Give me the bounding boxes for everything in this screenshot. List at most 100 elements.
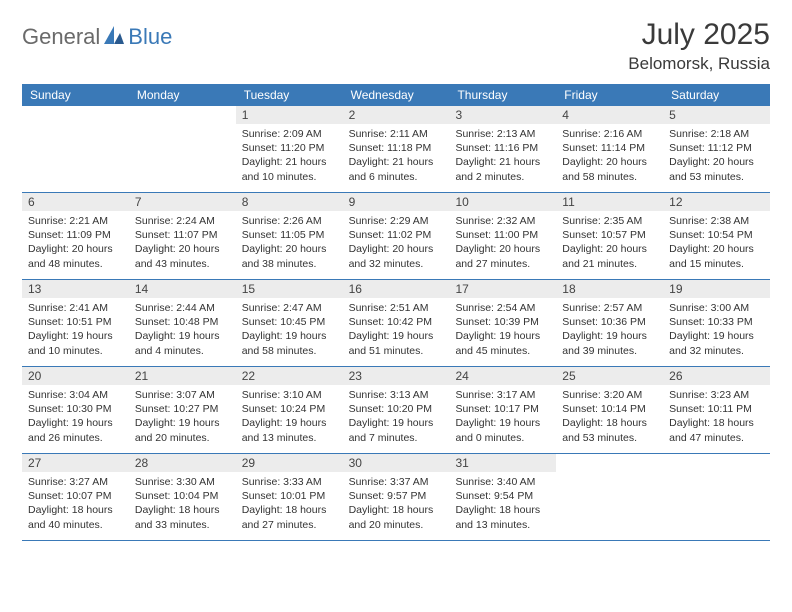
sunrise-text: Sunrise: 2:35 AM — [562, 214, 657, 228]
day-cell: 5Sunrise: 2:18 AMSunset: 11:12 PMDayligh… — [663, 106, 770, 192]
day-cell: 18Sunrise: 2:57 AMSunset: 10:36 PMDaylig… — [556, 280, 663, 366]
day-cell: 19Sunrise: 3:00 AMSunset: 10:33 PMDaylig… — [663, 280, 770, 366]
week-row: ..1Sunrise: 2:09 AMSunset: 11:20 PMDayli… — [22, 106, 770, 193]
weekday-header-row: Sunday Monday Tuesday Wednesday Thursday… — [22, 84, 770, 106]
day-cell: 1Sunrise: 2:09 AMSunset: 11:20 PMDayligh… — [236, 106, 343, 192]
day-number: 29 — [236, 454, 343, 472]
day-number: 13 — [22, 280, 129, 298]
day-content: Sunrise: 2:32 AMSunset: 11:00 PMDaylight… — [449, 211, 556, 275]
sunset-text: Sunset: 10:17 PM — [455, 402, 550, 416]
day-cell: . — [22, 106, 129, 192]
sunrise-text: Sunrise: 3:23 AM — [669, 388, 764, 402]
day-number: 9 — [343, 193, 450, 211]
daylight-text: Daylight: 19 hours and 39 minutes. — [562, 329, 657, 357]
day-number: 5 — [663, 106, 770, 124]
daylight-text: Daylight: 20 hours and 21 minutes. — [562, 242, 657, 270]
sunrise-text: Sunrise: 3:00 AM — [669, 301, 764, 315]
day-content: Sunrise: 2:09 AMSunset: 11:20 PMDaylight… — [236, 124, 343, 188]
daylight-text: Daylight: 20 hours and 58 minutes. — [562, 155, 657, 183]
daylight-text: Daylight: 19 hours and 26 minutes. — [28, 416, 123, 444]
day-number: 21 — [129, 367, 236, 385]
sunrise-text: Sunrise: 3:17 AM — [455, 388, 550, 402]
daylight-text: Daylight: 19 hours and 20 minutes. — [135, 416, 230, 444]
day-cell: 2Sunrise: 2:11 AMSunset: 11:18 PMDayligh… — [343, 106, 450, 192]
daylight-text: Daylight: 21 hours and 6 minutes. — [349, 155, 444, 183]
day-content: Sunrise: 2:44 AMSunset: 10:48 PMDaylight… — [129, 298, 236, 362]
weekday-header: Saturday — [663, 84, 770, 106]
daylight-text: Daylight: 18 hours and 27 minutes. — [242, 503, 337, 531]
sunrise-text: Sunrise: 2:44 AM — [135, 301, 230, 315]
day-cell: 23Sunrise: 3:13 AMSunset: 10:20 PMDaylig… — [343, 367, 450, 453]
daylight-text: Daylight: 20 hours and 43 minutes. — [135, 242, 230, 270]
day-cell: 15Sunrise: 2:47 AMSunset: 10:45 PMDaylig… — [236, 280, 343, 366]
sunset-text: Sunset: 11:16 PM — [455, 141, 550, 155]
week-row: 20Sunrise: 3:04 AMSunset: 10:30 PMDaylig… — [22, 367, 770, 454]
sunset-text: Sunset: 9:54 PM — [455, 489, 550, 503]
day-number: 26 — [663, 367, 770, 385]
weeks-container: ..1Sunrise: 2:09 AMSunset: 11:20 PMDayli… — [22, 106, 770, 541]
day-number: 22 — [236, 367, 343, 385]
title-block: July 2025 Belomorsk, Russia — [628, 18, 770, 74]
day-number: 16 — [343, 280, 450, 298]
daylight-text: Daylight: 19 hours and 0 minutes. — [455, 416, 550, 444]
sunset-text: Sunset: 10:54 PM — [669, 228, 764, 242]
sunset-text: Sunset: 10:33 PM — [669, 315, 764, 329]
day-cell: 4Sunrise: 2:16 AMSunset: 11:14 PMDayligh… — [556, 106, 663, 192]
day-cell: 8Sunrise: 2:26 AMSunset: 11:05 PMDayligh… — [236, 193, 343, 279]
day-cell: 13Sunrise: 2:41 AMSunset: 10:51 PMDaylig… — [22, 280, 129, 366]
weekday-header: Sunday — [22, 84, 129, 106]
day-number: 25 — [556, 367, 663, 385]
sunset-text: Sunset: 11:20 PM — [242, 141, 337, 155]
day-number: 20 — [22, 367, 129, 385]
daylight-text: Daylight: 18 hours and 40 minutes. — [28, 503, 123, 531]
daylight-text: Daylight: 19 hours and 7 minutes. — [349, 416, 444, 444]
day-cell: 11Sunrise: 2:35 AMSunset: 10:57 PMDaylig… — [556, 193, 663, 279]
day-cell: . — [556, 454, 663, 540]
week-row: 6Sunrise: 2:21 AMSunset: 11:09 PMDayligh… — [22, 193, 770, 280]
day-cell: 24 Sunrise: 3:17 AMSunset: 10:17 PMDaylig… — [449, 367, 556, 453]
sunrise-text: Sunrise: 2:54 AM — [455, 301, 550, 315]
day-cell: . — [129, 106, 236, 192]
weekday-header: Thursday — [449, 84, 556, 106]
location-label: Belomorsk, Russia — [628, 54, 770, 74]
day-number: 1 — [236, 106, 343, 124]
daylight-text: Daylight: 18 hours and 33 minutes. — [135, 503, 230, 531]
daylight-text: Daylight: 18 hours and 47 minutes. — [669, 416, 764, 444]
sunrise-text: Sunrise: 2:11 AM — [349, 127, 444, 141]
day-number: 7 — [129, 193, 236, 211]
sunset-text: Sunset: 10:30 PM — [28, 402, 123, 416]
day-content: Sunrise: 2:11 AMSunset: 11:18 PMDaylight… — [343, 124, 450, 188]
week-row: 27Sunrise: 3:27 AMSunset: 10:07 PMDaylig… — [22, 454, 770, 541]
day-content: Sunrise: 2:54 AMSunset: 10:39 PMDaylight… — [449, 298, 556, 362]
sunrise-text: Sunrise: 3:07 AM — [135, 388, 230, 402]
day-content: Sunrise: 2:26 AMSunset: 11:05 PMDaylight… — [236, 211, 343, 275]
sunrise-text: Sunrise: 2:32 AM — [455, 214, 550, 228]
sunrise-text: Sunrise: 3:13 AM — [349, 388, 444, 402]
day-number: 12 — [663, 193, 770, 211]
day-number: 24 — [449, 367, 556, 385]
day-content: Sunrise: 2:24 AMSunset: 11:07 PMDaylight… — [129, 211, 236, 275]
sunset-text: Sunset: 10:39 PM — [455, 315, 550, 329]
daylight-text: Daylight: 21 hours and 10 minutes. — [242, 155, 337, 183]
day-cell: 9Sunrise: 2:29 AMSunset: 11:02 PMDayligh… — [343, 193, 450, 279]
sunset-text: Sunset: 10:11 PM — [669, 402, 764, 416]
day-cell: 17Sunrise: 2:54 AMSunset: 10:39 PMDaylig… — [449, 280, 556, 366]
sunrise-text: Sunrise: 2:29 AM — [349, 214, 444, 228]
sunset-text: Sunset: 10:20 PM — [349, 402, 444, 416]
sunset-text: Sunset: 10:27 PM — [135, 402, 230, 416]
sunset-text: Sunset: 10:57 PM — [562, 228, 657, 242]
day-cell: 29Sunrise: 3:33 AMSunset: 10:01 PMDaylig… — [236, 454, 343, 540]
day-cell: 31Sunrise: 3:40 AMSunset: 9:54 PMDayligh… — [449, 454, 556, 540]
day-number: 3 — [449, 106, 556, 124]
day-content: Sunrise: 2:16 AMSunset: 11:14 PMDaylight… — [556, 124, 663, 188]
day-content: Sunrise: 2:47 AMSunset: 10:45 PMDaylight… — [236, 298, 343, 362]
sunrise-text: Sunrise: 2:57 AM — [562, 301, 657, 315]
sunrise-text: Sunrise: 3:10 AM — [242, 388, 337, 402]
daylight-text: Daylight: 19 hours and 10 minutes. — [28, 329, 123, 357]
day-cell: 22Sunrise: 3:10 AMSunset: 10:24 PMDaylig… — [236, 367, 343, 453]
day-content: Sunrise: 2:57 AMSunset: 10:36 PMDaylight… — [556, 298, 663, 362]
sunrise-text: Sunrise: 3:27 AM — [28, 475, 123, 489]
sunset-text: Sunset: 11:18 PM — [349, 141, 444, 155]
sunrise-text: Sunrise: 2:09 AM — [242, 127, 337, 141]
day-content: Sunrise: 3:33 AMSunset: 10:01 PMDaylight… — [236, 472, 343, 536]
